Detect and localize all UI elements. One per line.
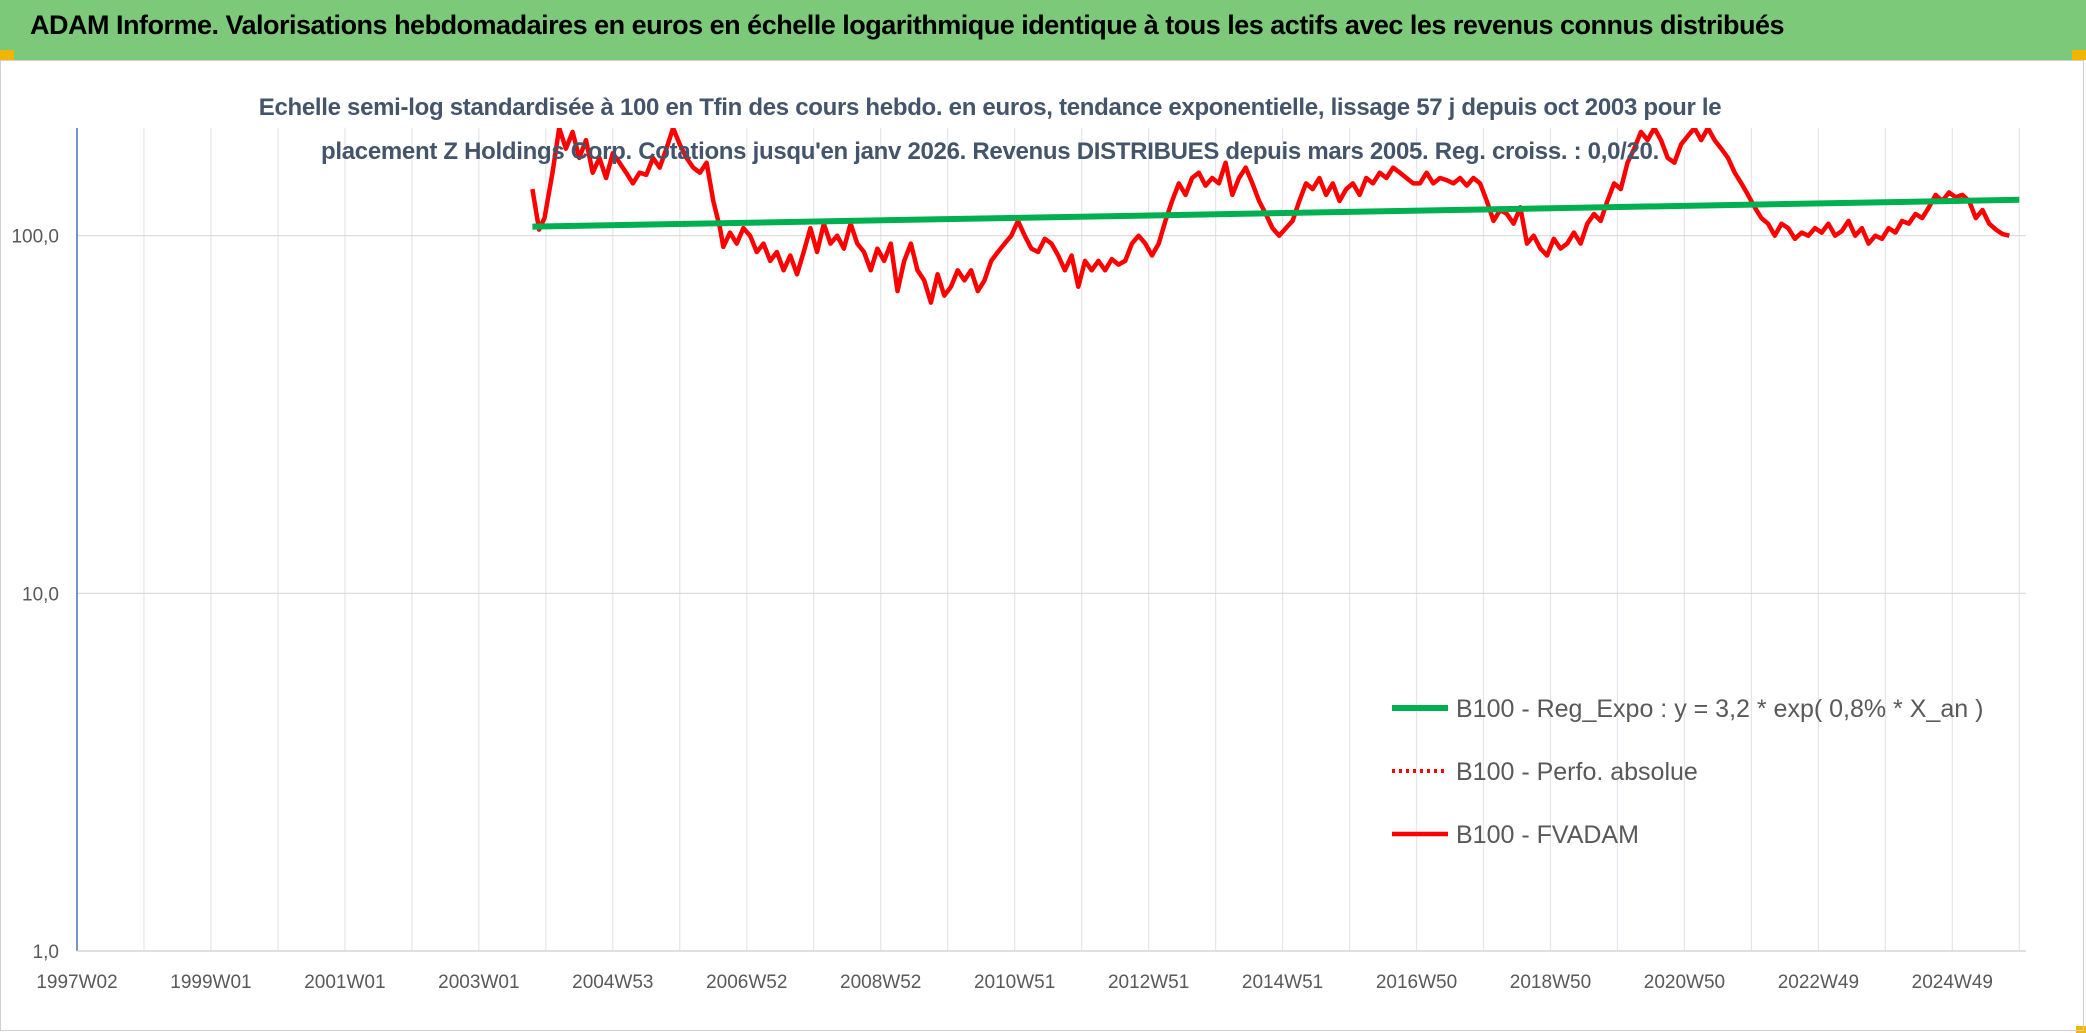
- grid-lines: [76, 128, 2026, 952]
- x-tick-label: 2024W49: [1912, 972, 1993, 993]
- page-title: ADAM Informe. Valorisations hebdomadaire…: [30, 10, 1785, 40]
- y-axis-ticks: 1,0 10,0 100,0: [11, 227, 59, 963]
- x-tick-label: 2010W51: [974, 972, 1055, 993]
- chart-title-line-1: Echelle semi-log standardisée à 100 en T…: [258, 94, 1722, 121]
- x-tick-label: 2006W52: [706, 972, 787, 993]
- y-tick-label: 100,0: [11, 227, 59, 248]
- x-tick-label: 2001W01: [304, 972, 385, 993]
- legend-label: B100 - Reg_Expo : y = 3,2 * exp( 0,8% * …: [1456, 695, 1983, 723]
- x-tick-label: 1999W01: [170, 972, 251, 993]
- corner-marker-right: [2072, 50, 2086, 60]
- legend-label: B100 - FVADAM: [1456, 821, 1639, 849]
- header-bar: ADAM Informe. Valorisations hebdomadaire…: [0, 0, 2086, 60]
- x-tick-label: 1997W02: [36, 972, 117, 993]
- y-tick-label: 1,0: [33, 942, 59, 963]
- series-fvadam-line: [530, 128, 2010, 305]
- x-tick-label: 2020W50: [1644, 972, 1725, 993]
- x-tick-label: 2012W51: [1108, 972, 1189, 993]
- legend: B100 - Reg_Expo : y = 3,2 * exp( 0,8% * …: [1392, 695, 1983, 849]
- x-tick-label: 2022W49: [1778, 972, 1859, 993]
- x-tick-label: 2014W51: [1242, 972, 1323, 993]
- y-tick-label: 10,0: [22, 584, 59, 605]
- x-tick-label: 2004W53: [572, 972, 653, 993]
- chart-title-line-2: placement Z Holdings Corp. Cotations jus…: [321, 138, 1659, 165]
- chart-title: Echelle semi-log standardisée à 100 en T…: [230, 86, 1750, 174]
- x-tick-label: 2003W01: [438, 972, 519, 993]
- corner-marker-left: [0, 50, 14, 60]
- x-tick-label: 2008W52: [840, 972, 921, 993]
- series-regression-line: [532, 196, 2020, 230]
- legend-label: B100 - Perfo. absolue: [1456, 758, 1698, 786]
- corner-marker-bottom-right: [2076, 1026, 2086, 1033]
- x-axis-ticks: 1997W02 1999W01 2001W01 2003W01 2004W53 2006W…: [36, 972, 1993, 993]
- x-tick-label: 2016W50: [1376, 972, 1457, 993]
- x-tick-label: 2018W50: [1510, 972, 1591, 993]
- chart-frame: [0, 60, 2084, 1031]
- series-lines: [530, 128, 2020, 305]
